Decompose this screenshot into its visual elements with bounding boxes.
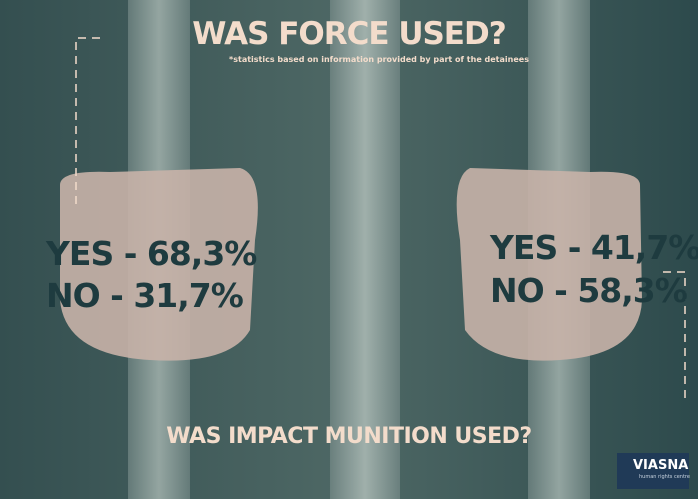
note: *statistics based on information provide… bbox=[0, 55, 698, 64]
question: WAS IMPACT MUNITION USED? bbox=[0, 424, 698, 449]
title: WAS FORCE USED? bbox=[0, 16, 698, 52]
left-yes: YES - 68,3% bbox=[46, 234, 256, 273]
right-no: NO - 58,3% bbox=[490, 271, 687, 310]
left-no: NO - 31,7% bbox=[46, 276, 243, 315]
logo: VIASNA human rights centre bbox=[617, 453, 689, 489]
logo-name: VIASNA bbox=[633, 458, 688, 473]
infographic: WAS FORCE USED? *statistics based on inf… bbox=[0, 0, 698, 499]
right-yes: YES - 41,7% bbox=[490, 228, 698, 267]
logo-subtitle: human rights centre bbox=[639, 474, 690, 480]
